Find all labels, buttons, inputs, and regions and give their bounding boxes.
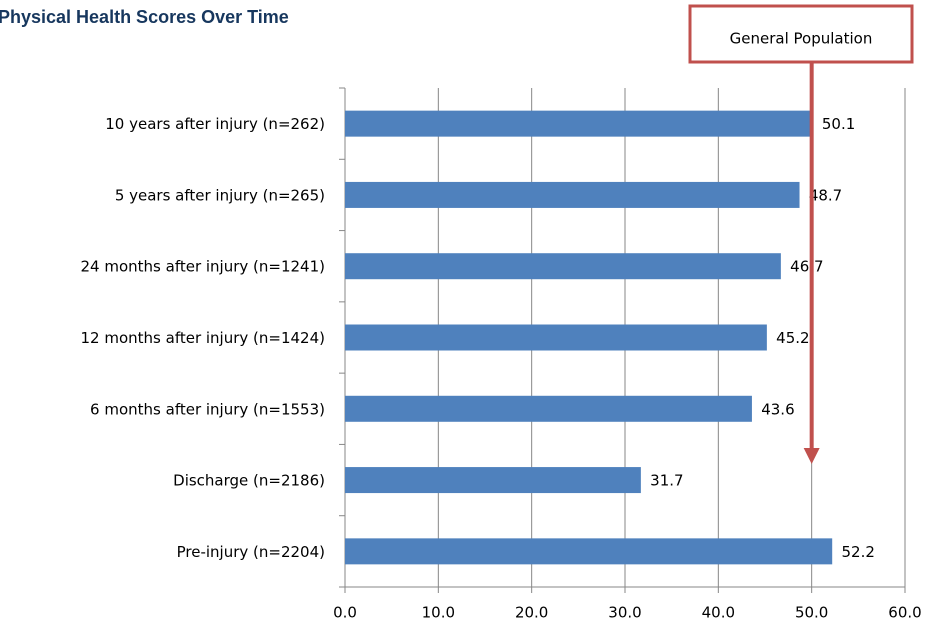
bar: [345, 253, 781, 280]
y-tick-label: 12 months after injury (n=1424): [81, 329, 326, 347]
value-label-bg: [784, 253, 829, 280]
bar: [345, 538, 833, 565]
bar: [345, 467, 641, 494]
x-tick-label: 50.0: [795, 604, 828, 622]
value-label: 46.7: [790, 258, 823, 276]
bar: [345, 395, 752, 422]
y-tick-label: 24 months after injury (n=1241): [81, 258, 326, 276]
value-label-bg: [836, 538, 881, 565]
annotation-box: [688, 4, 914, 64]
value-label: 43.6: [761, 400, 794, 418]
bar: [345, 110, 813, 137]
bar: [345, 324, 767, 351]
annotation-arrowhead: [803, 448, 820, 464]
chart-title: Physical Health Scores Over Time: [0, 7, 289, 27]
x-tick-label: 0.0: [333, 604, 357, 622]
x-tick-label: 10.0: [422, 604, 455, 622]
y-tick-label: Discharge (n=2186): [173, 472, 325, 490]
value-label-bg: [644, 467, 689, 494]
x-tick-label: 60.0: [888, 604, 921, 622]
value-label: 31.7: [650, 472, 683, 490]
value-label: 45.2: [776, 329, 809, 347]
value-label-bg: [755, 395, 800, 422]
value-label: 52.2: [841, 543, 874, 561]
annotation-text: General Population: [730, 30, 873, 48]
value-label: 50.1: [822, 115, 855, 133]
value-label-bg: [770, 324, 815, 351]
y-tick-label: Pre-injury (n=2204): [177, 543, 325, 561]
y-tick-label: 5 years after injury (n=265): [115, 186, 325, 204]
x-tick-label: 30.0: [608, 604, 641, 622]
bar: [345, 181, 800, 208]
value-label-bg: [816, 110, 861, 137]
x-tick-label: 40.0: [702, 604, 735, 622]
y-tick-label: 10 years after injury (n=262): [105, 115, 325, 133]
value-label: 48.7: [809, 186, 842, 204]
y-tick-label: 6 months after injury (n=1553): [90, 400, 325, 418]
x-tick-label: 20.0: [515, 604, 548, 622]
